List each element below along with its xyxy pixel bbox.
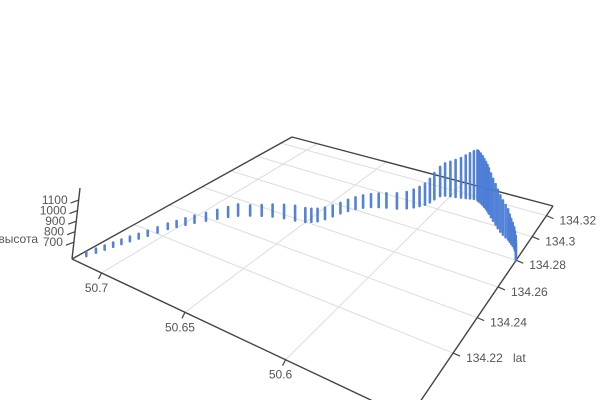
y-tick-mark (452, 352, 461, 357)
x-tick-mark (97, 272, 103, 280)
x-axis-line (71, 258, 373, 400)
y-axis-ticks: 134.22 134.24 134.26 134.28 134.3 134.32 lat (452, 214, 596, 365)
z-tick-label: 1000 (40, 204, 67, 218)
z-tick-mark (68, 220, 77, 225)
grid-line-y (256, 155, 533, 238)
back-right-edge (291, 136, 554, 207)
y-tick-label: 134.3 (545, 235, 575, 249)
grid-line-x (184, 161, 387, 313)
y-tick-mark (497, 286, 506, 291)
z-tick-label: 800 (44, 225, 64, 239)
z-axis-line (71, 187, 81, 260)
x-tick-label: 50.7 (85, 281, 109, 295)
floor-grid (101, 142, 547, 361)
z-tick-label: 900 (45, 214, 65, 228)
z-tick-mark (65, 241, 75, 246)
x-tick-label: 50.6 (269, 368, 293, 382)
y-tick-label: 134.28 (529, 258, 566, 272)
y-tick-label: 134.24 (490, 316, 527, 330)
z-tick-label: 700 (43, 235, 63, 249)
y-tick-mark (476, 317, 485, 322)
y-tick-mark (515, 259, 524, 264)
grid-line-x (101, 143, 318, 274)
x-tick-mark (181, 312, 186, 319)
y-tick-label: 134.32 (559, 214, 596, 228)
y-tick-label: 134.26 (511, 285, 548, 299)
z-tick-mark (66, 231, 76, 236)
grid-line-x (285, 182, 465, 361)
y-axis-title: lat (513, 351, 526, 365)
data-stems (84, 149, 518, 262)
grid-line-y (134, 224, 454, 354)
z-tick-label: 1100 (42, 193, 68, 207)
x-tick-label: 50.65 (165, 320, 195, 334)
y-tick-label: 134.22 (466, 351, 503, 365)
back-left-edge (71, 136, 293, 260)
z-tick-mark (70, 199, 79, 204)
grid-line-y (201, 186, 499, 288)
pane-edges (71, 136, 554, 400)
x-tick-mark (281, 359, 287, 367)
z-axis-title: высота (0, 232, 38, 246)
y-tick-mark (546, 215, 554, 220)
grid-line-y (169, 204, 478, 319)
y-axis-line (420, 205, 554, 400)
y-tick-mark (531, 236, 540, 241)
grid-line-y (230, 170, 517, 261)
z-tick-mark (69, 210, 78, 215)
